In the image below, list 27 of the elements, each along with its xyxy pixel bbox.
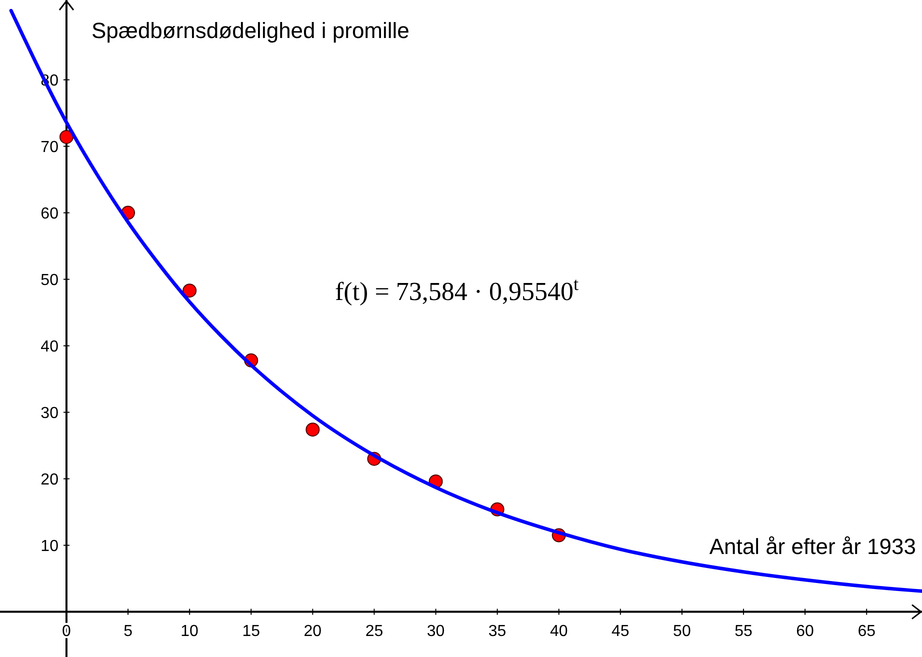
- x-tick-label: 65: [858, 622, 876, 640]
- y-tick-label: 10: [40, 538, 59, 555]
- line-series: [9, 8, 922, 593]
- x-tick-label: 30: [426, 622, 445, 640]
- y-tick-label: 30: [40, 404, 59, 422]
- annotation: f(t) = 73,584 · 0,95540$^{t}$: [335, 274, 579, 306]
- x-tick-label: 10: [180, 622, 199, 640]
- point: [306, 422, 320, 437]
- x-tick-label: 45: [612, 622, 630, 640]
- y-axis-title: Spædbørnsdødelighed i promille: [91, 18, 410, 43]
- x-tick-label: 25: [365, 622, 384, 640]
- x-tick-label: 15: [242, 622, 260, 640]
- point: [182, 284, 197, 298]
- x-tick-label: 60: [796, 622, 814, 640]
- x-tick-label: 35: [488, 622, 506, 640]
- y-tick-label: 70: [40, 138, 59, 156]
- x-tick-label: 40: [550, 622, 568, 640]
- x-tick-label: 5: [124, 622, 133, 640]
- y-tick-label: 50: [40, 272, 59, 289]
- x-tick-label: 20: [304, 622, 322, 640]
- x-axis-title: Antal år efter år 1933: [709, 534, 916, 559]
- x-tick-label: 55: [734, 622, 753, 640]
- y-tick-label: 60: [40, 205, 59, 222]
- y-tick-label: 20: [40, 471, 59, 488]
- point: [59, 130, 74, 144]
- y-tick-label: 40: [40, 338, 59, 356]
- x-tick-label: 50: [673, 622, 691, 640]
